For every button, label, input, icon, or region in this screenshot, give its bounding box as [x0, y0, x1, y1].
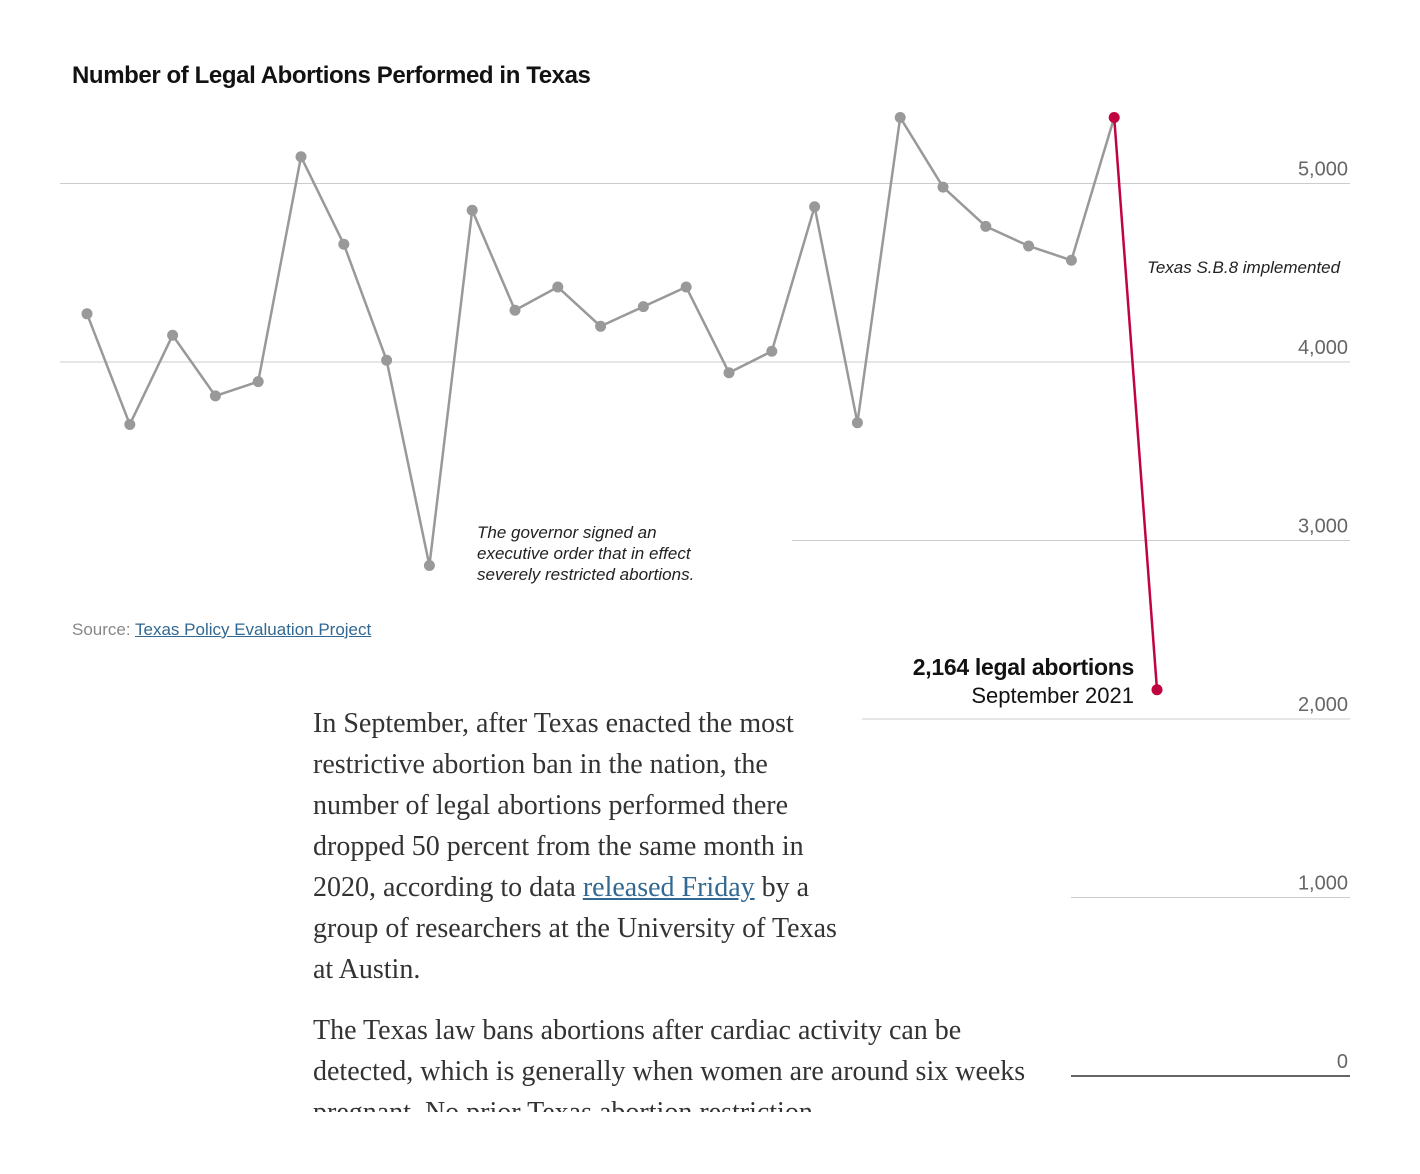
source-credit: Source: Texas Policy Evaluation Project	[72, 620, 371, 640]
source-link[interactable]: Texas Policy Evaluation Project	[135, 620, 372, 639]
data-point	[723, 367, 735, 379]
data-point	[766, 345, 778, 357]
data-point	[167, 329, 179, 341]
gridlines	[60, 183, 1350, 1077]
series-line	[85, 116, 1116, 567]
y-tick-label: 5,000	[1298, 159, 1348, 181]
series-line-highlight	[1112, 117, 1159, 690]
data-point	[338, 238, 350, 250]
released-friday-link[interactable]: released Friday	[582, 872, 755, 903]
last-value-label: 2,164 legal abortions	[912, 654, 1135, 680]
data-point	[552, 281, 564, 293]
annotation-last-value: 2,164 legal abortions September 2021	[912, 652, 1135, 710]
data-point	[252, 376, 264, 388]
annotation-governor-order: The governor signed an executive order t…	[477, 523, 695, 584]
data-point	[124, 418, 136, 430]
source-label: Source:	[72, 620, 131, 639]
chart-title: Number of Legal Abortions Performed in T…	[72, 62, 591, 89]
data-point	[980, 220, 992, 232]
data-point	[1023, 240, 1035, 252]
y-tick-label: 1,000	[1298, 873, 1348, 895]
data-point	[209, 390, 221, 402]
y-tick-label: 0	[1337, 1051, 1348, 1073]
data-point	[809, 201, 821, 213]
data-points	[81, 111, 1163, 696]
y-tick-label: 4,000	[1298, 337, 1348, 359]
paragraph-text: In September, after Texas enacted the mo…	[313, 708, 804, 903]
y-tick-label: 2,000	[1298, 694, 1348, 716]
data-point	[937, 181, 949, 193]
data-point	[1065, 254, 1077, 266]
data-point	[509, 304, 521, 316]
article-body: In September, after Texas enacted the mo…	[313, 703, 1033, 1112]
data-point	[81, 308, 93, 320]
data-point	[851, 417, 863, 429]
data-point	[423, 559, 435, 571]
series-lines	[85, 116, 1159, 690]
article-paragraph: The Texas law bans abortions after cardi…	[313, 1015, 1026, 1112]
data-point	[680, 281, 692, 293]
data-point-highlight	[1151, 684, 1163, 696]
article-paragraph: In September, after Texas enacted the mo…	[313, 703, 853, 990]
data-point	[637, 301, 649, 313]
data-point	[894, 111, 906, 123]
paragraph-text: by a group of researchers at the Univers…	[313, 872, 837, 985]
data-point	[295, 151, 307, 163]
y-axis-tick-labels: 5,000 4,000 3,000 2,000 1,000 0	[1298, 159, 1348, 1074]
y-tick-label: 3,000	[1298, 516, 1348, 538]
data-point-highlight	[1108, 111, 1120, 123]
last-value-date: September 2021	[971, 683, 1134, 708]
annotation-sb8: Texas S.B.8 implemented	[1147, 258, 1341, 277]
data-point	[466, 204, 478, 216]
data-point	[381, 354, 393, 366]
data-point	[595, 320, 607, 332]
